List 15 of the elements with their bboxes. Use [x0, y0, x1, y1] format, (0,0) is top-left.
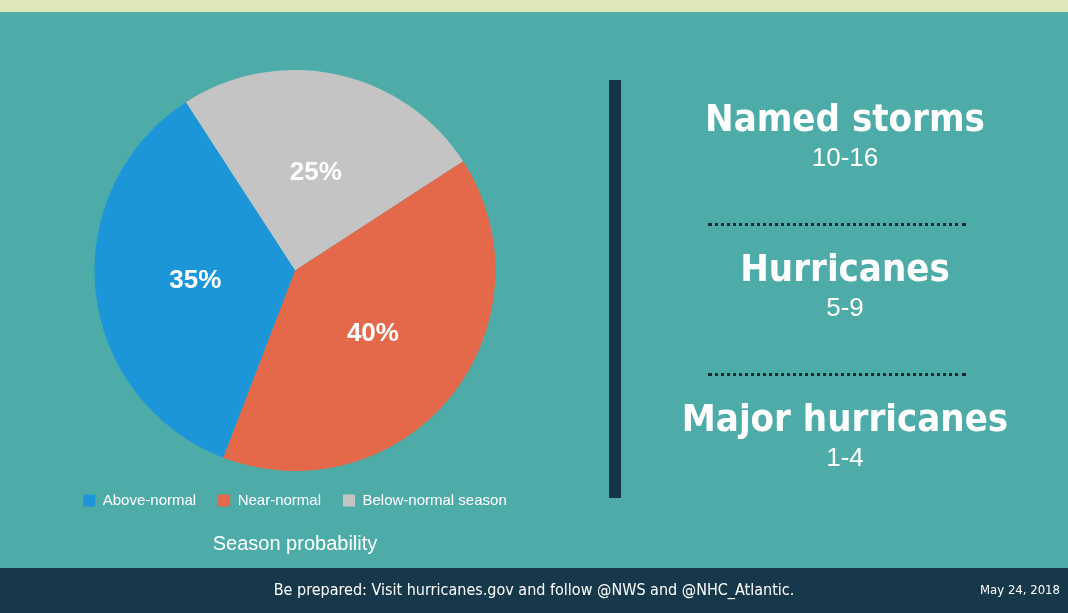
- legend-label: Near-normal: [237, 490, 321, 508]
- data-label: 40%: [346, 316, 399, 347]
- text: Named storms: [704, 95, 986, 141]
- text: Major hurricanes: [680, 395, 1010, 441]
- legend-label: Above-normal: [102, 490, 197, 508]
- text: Season probability: [212, 531, 378, 554]
- text: May 24, 2018: [980, 582, 1060, 597]
- data-label: 35%: [169, 264, 222, 295]
- text: Hurricanes: [739, 245, 951, 291]
- text: 5-9: [825, 291, 865, 323]
- data-label: 25%: [289, 155, 342, 186]
- text: 10-16: [810, 141, 880, 173]
- text: 1-4: [825, 441, 865, 473]
- legend-label: Below-normal season: [362, 490, 507, 508]
- text: Be prepared: Visit hurricanes.gov and follow @NWS and @NHC_Atlantic.: [273, 580, 795, 599]
